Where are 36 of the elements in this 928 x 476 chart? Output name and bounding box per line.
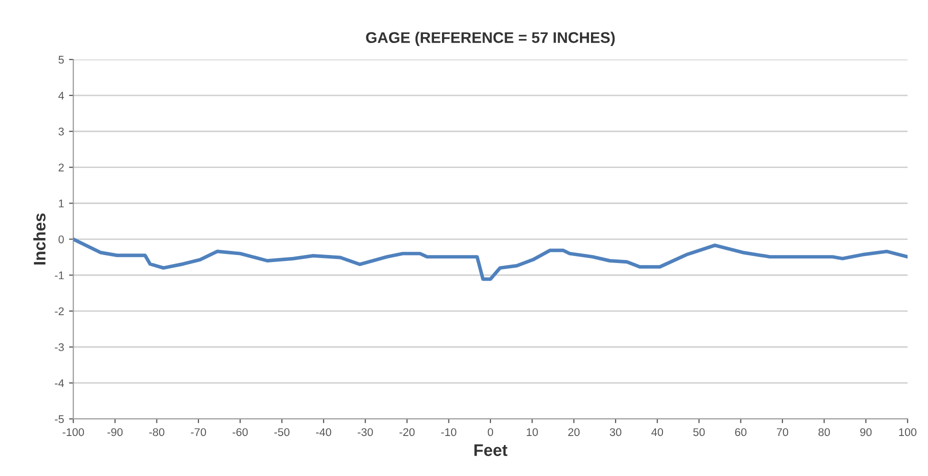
x-axis-title: Feet <box>474 444 508 456</box>
x-tick-label: 40 <box>651 428 664 436</box>
x-tick-label: 70 <box>776 428 788 436</box>
y-tick-label: 5 <box>58 56 64 64</box>
x-tick-label: 100 <box>899 428 916 436</box>
y-axis-title: Inches <box>33 213 46 264</box>
line-series <box>73 237 908 281</box>
y-tick-label: -2 <box>54 307 64 316</box>
chart-title: GAGE (REFERENCE = 57 INCHES) <box>366 32 615 46</box>
x-tick-label: -10 <box>441 428 456 436</box>
y-tick-label: 0 <box>58 235 64 244</box>
x-tick-label: -40 <box>316 428 332 436</box>
x-tick-label: 20 <box>568 428 580 436</box>
x-tick-label: -30 <box>358 428 373 436</box>
x-tick-label: -60 <box>232 428 248 436</box>
x-tick-label: 50 <box>693 428 705 436</box>
x-tick-label: 60 <box>735 428 746 436</box>
x-tick-label: -50 <box>274 428 290 436</box>
x-tick-label: -90 <box>107 428 123 436</box>
x-tick-label: -70 <box>190 428 206 436</box>
y-tick-label: -4 <box>54 379 64 387</box>
y-tick-label: 3 <box>58 128 64 136</box>
y-tick-label: 4 <box>58 92 64 100</box>
x-tick-label: 10 <box>526 428 538 436</box>
x-tick-label: -20 <box>399 428 415 436</box>
x-tick-label: 90 <box>860 428 872 436</box>
x-tick-label: 30 <box>610 428 622 436</box>
y-tick-label: -1 <box>54 272 64 280</box>
y-tick-label: -5 <box>54 415 64 424</box>
x-tick-label: -100 <box>62 428 84 436</box>
y-tick-label: 1 <box>58 200 64 208</box>
x-tick-label: -80 <box>149 428 164 436</box>
x-tick-label: 80 <box>818 428 830 436</box>
y-tick-label: 2 <box>58 164 64 172</box>
x-tick-label: 0 <box>488 428 494 436</box>
y-tick-label: -3 <box>54 343 64 352</box>
